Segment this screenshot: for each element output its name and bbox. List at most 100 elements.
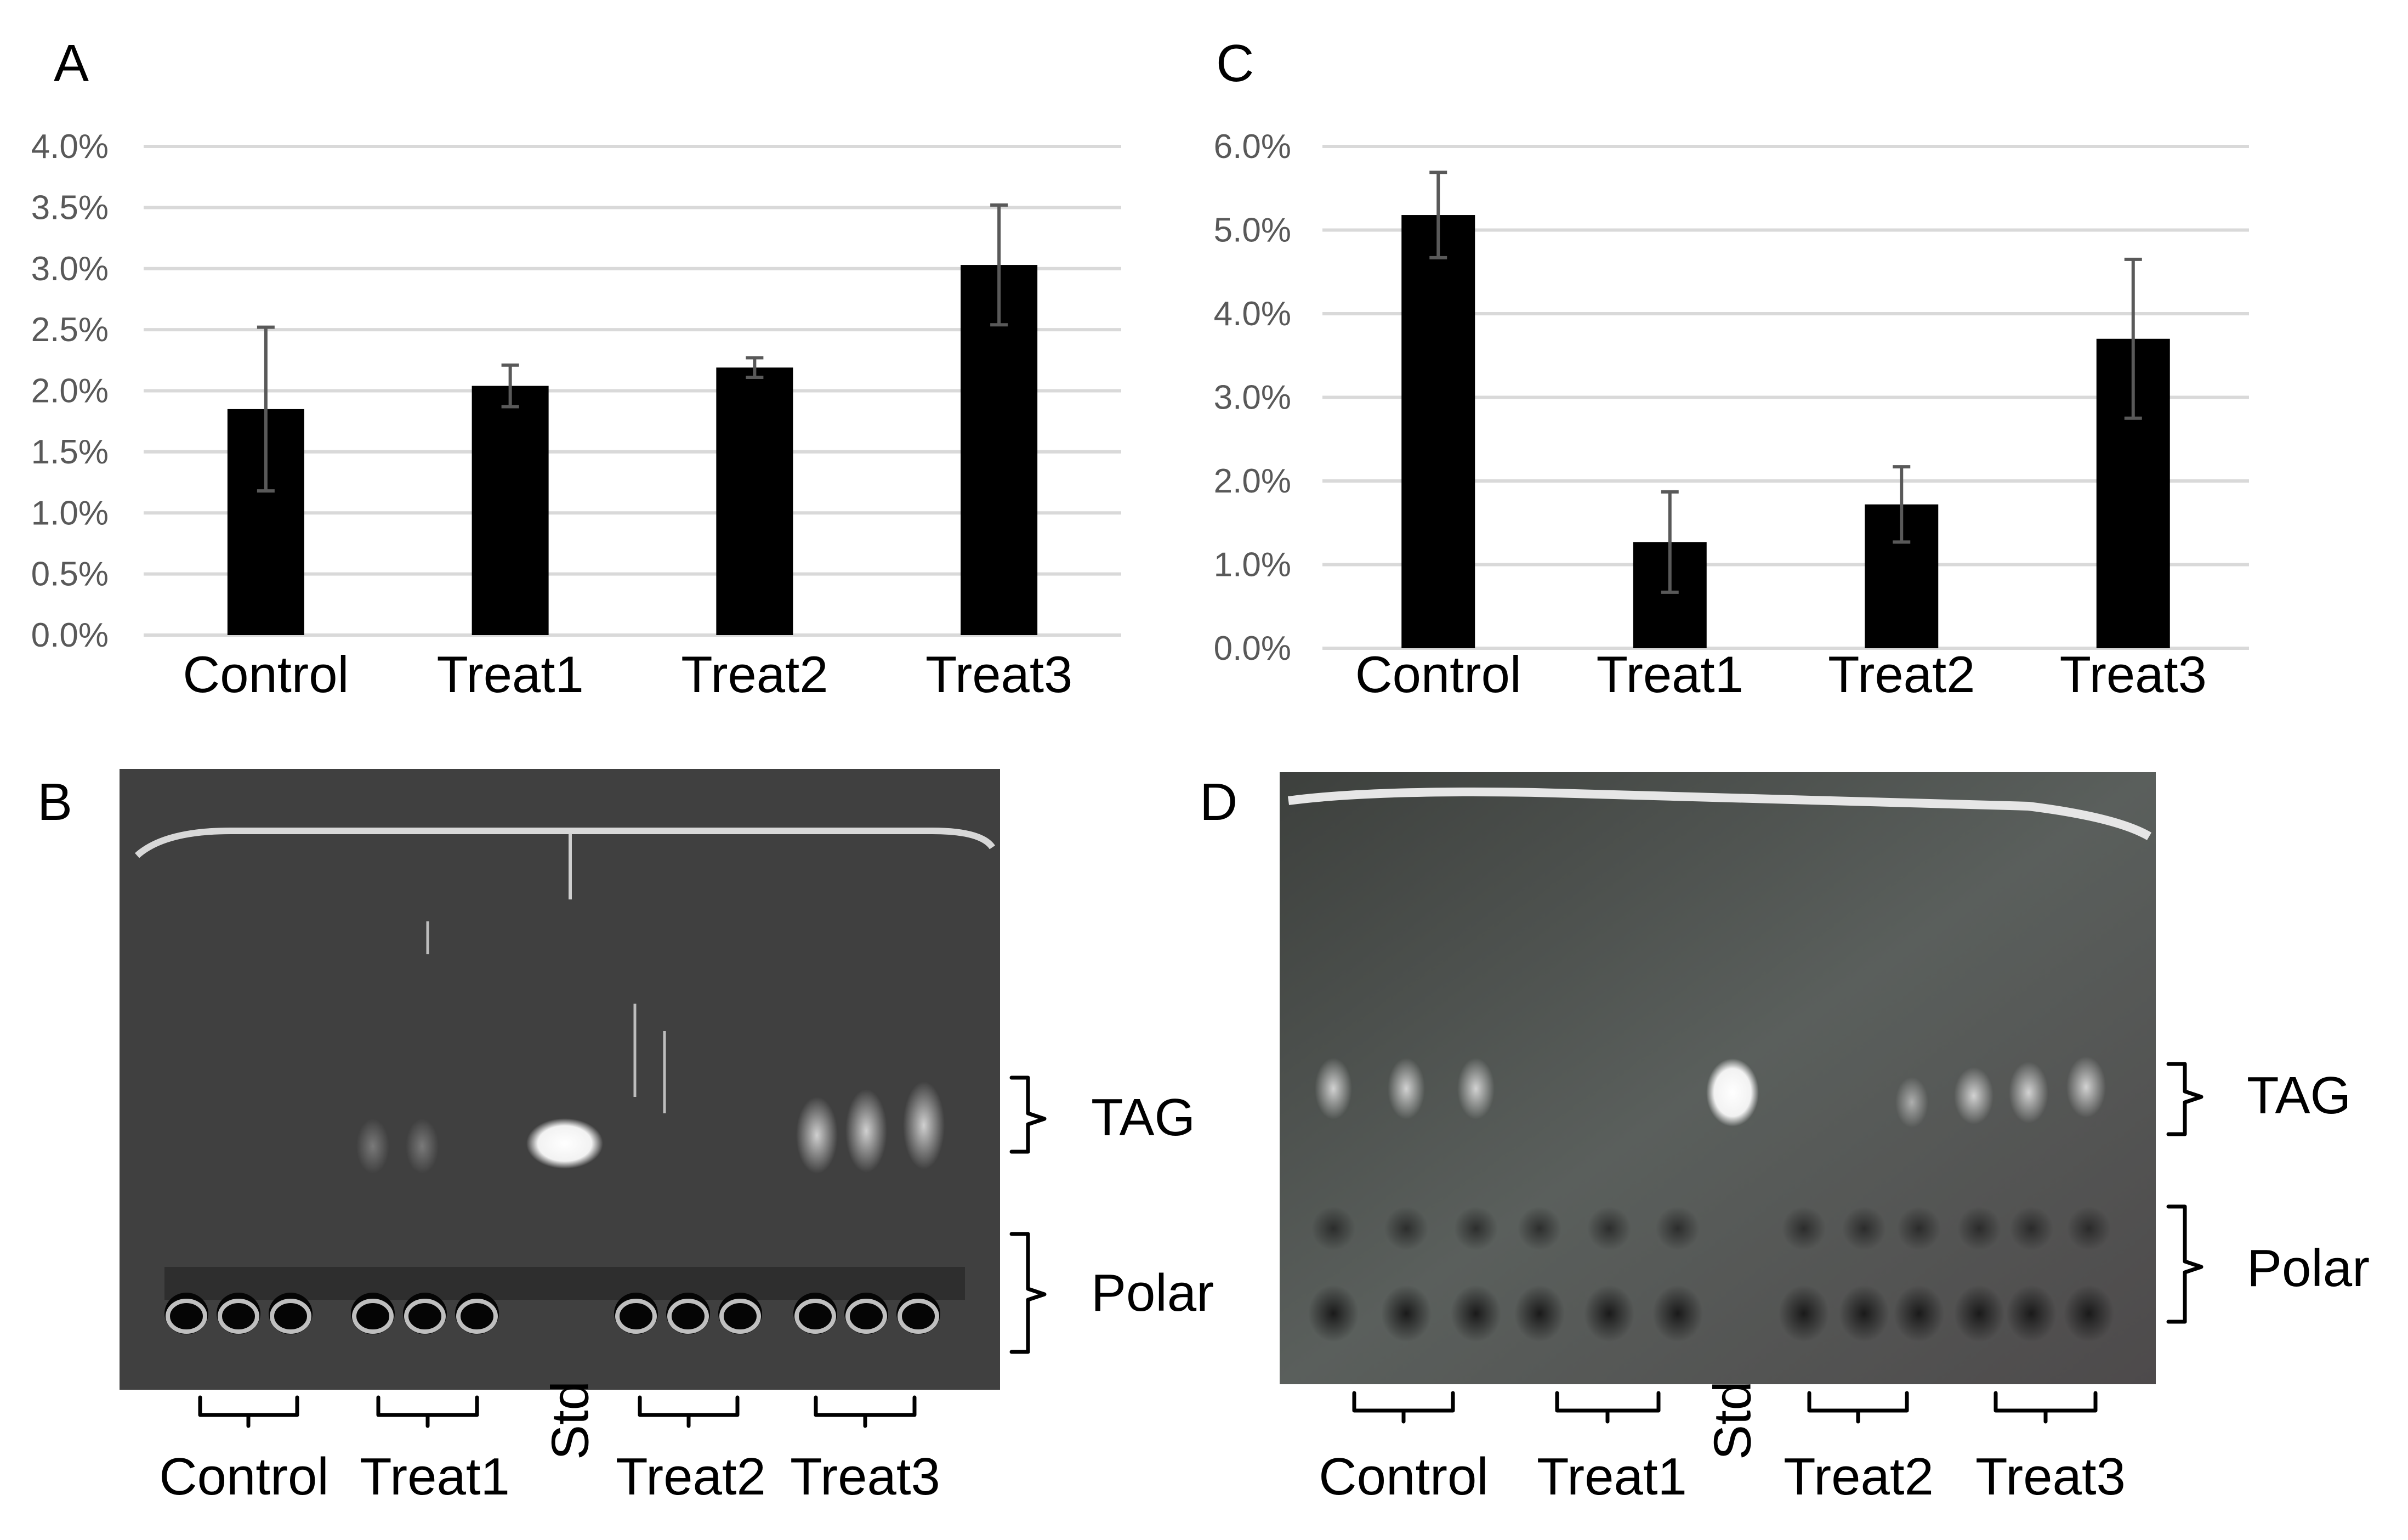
- y-tick-label: 6.0%: [1214, 128, 1291, 166]
- y-tick-label: 5.0%: [1214, 212, 1291, 250]
- origin-spot-ring: [218, 1299, 259, 1334]
- origin-spot: [1652, 1285, 1703, 1342]
- panel-label-c: C: [1216, 34, 1254, 93]
- plate-d-tag-spot: [2066, 1056, 2106, 1118]
- y-tick-label: 3.0%: [1214, 379, 1291, 417]
- y-tick-label: 1.0%: [31, 494, 109, 532]
- error-bar-control: [1429, 171, 1447, 259]
- plate-b-lane-label-treat2: Treat2: [616, 1447, 766, 1506]
- x-category-label: Treat2: [1828, 646, 1975, 703]
- y-tick-label: 3.5%: [31, 189, 109, 227]
- y-tick-label: 2.5%: [31, 311, 109, 349]
- plate-d-tag-spot: [1457, 1058, 1495, 1119]
- plate-d-tag-spot: [1315, 1058, 1352, 1119]
- error-bar-control: [257, 325, 275, 493]
- origin-spot-ring: [166, 1299, 207, 1334]
- x-category-label: Control: [183, 646, 349, 703]
- x-category-label: Control: [1355, 646, 1521, 703]
- error-bar-treat1: [501, 363, 519, 409]
- y-tick-label: 0.0%: [1214, 630, 1291, 667]
- polar-spot: [1842, 1207, 1886, 1250]
- origin-spot-ring: [270, 1299, 311, 1334]
- bar-chart-a: 0.0% 0.5% 1.0% 1.5% 2.0% 2.5% 3.0% 3.5% 4.0% Cont…: [31, 128, 1121, 703]
- origin-spot: [1381, 1285, 1432, 1342]
- plate-b-haze: [120, 769, 1000, 1390]
- plate-b-treat1-bracket: [376, 1395, 479, 1428]
- x-category-label: Treat3: [925, 646, 1072, 703]
- origin-spot-ring: [404, 1299, 446, 1334]
- plate-d-lane-label-treat2: Treat2: [1784, 1447, 1934, 1506]
- x-category-label: Treat3: [2060, 646, 2207, 703]
- plate-b-tag-spot: [796, 1097, 838, 1174]
- origin-spot: [1839, 1285, 1889, 1342]
- y-tick-label: 3.0%: [31, 250, 109, 288]
- plate-d-treat2-bracket: [1807, 1391, 1909, 1424]
- y-tick-label: 1.5%: [31, 433, 109, 471]
- plate-d-solvent-front: [1287, 788, 2152, 840]
- plate-b-tag-label: TAG: [1091, 1088, 1195, 1147]
- plate-d-treat3-bracket: [1994, 1391, 2098, 1424]
- bar-treat2: [716, 367, 793, 635]
- origin-spot-ring: [456, 1299, 498, 1334]
- origin-spot: [1894, 1285, 1944, 1342]
- polar-spot: [1957, 1207, 2001, 1250]
- y-tick-label: 4.0%: [31, 128, 109, 166]
- error-bar-treat3: [990, 203, 1008, 327]
- plate-b-polar-label: Polar: [1091, 1264, 1214, 1322]
- plate-b-lane-brackets: [198, 1395, 917, 1428]
- y-tick-label: 0.0%: [31, 616, 109, 654]
- plate-d-lane-label-std: Std: [1703, 1381, 1762, 1460]
- origin-spot-ring: [898, 1299, 939, 1334]
- plate-d-tag-label: TAG: [2247, 1066, 2351, 1125]
- error-bar-treat2: [1893, 465, 1911, 544]
- plate-d-polar-label: Polar: [2247, 1239, 2370, 1298]
- origin-spot-ring: [667, 1299, 709, 1334]
- bar-control: [1401, 215, 1475, 648]
- bar-treat3: [961, 265, 1038, 635]
- bar-treat1: [472, 386, 549, 635]
- origin-spot: [1954, 1285, 2004, 1342]
- origin-spot: [1451, 1285, 1501, 1342]
- polar-spot: [1656, 1207, 1700, 1250]
- polar-spot: [1454, 1207, 1498, 1250]
- plate-b-tag-spot: [406, 1119, 439, 1174]
- plate-d-tag-std-spot: [1706, 1058, 1759, 1126]
- plate-d-tag-spot: [1388, 1058, 1425, 1119]
- tlc-plate-d: [1280, 772, 2156, 1384]
- panel-label-d: D: [1200, 773, 1237, 831]
- plate-d-polar-brace: [2166, 1204, 2203, 1324]
- panel-label-b: B: [37, 773, 72, 831]
- polar-spot: [1518, 1207, 1561, 1250]
- error-bar-treat2: [746, 356, 764, 379]
- plate-d-treat1-bracket: [1555, 1391, 1661, 1424]
- plate-b-tag-brace: [1009, 1075, 1047, 1154]
- plate-b-lane-label-treat1: Treat1: [360, 1447, 510, 1506]
- origin-spot: [2006, 1285, 2057, 1342]
- plate-b-tag-spot: [845, 1089, 887, 1173]
- x-category-label: Treat1: [437, 646, 584, 703]
- y-tick-label: 1.0%: [1214, 546, 1291, 584]
- polar-spot: [1311, 1207, 1355, 1250]
- plate-d-control-bracket: [1352, 1391, 1455, 1424]
- polar-spot: [1384, 1207, 1428, 1250]
- x-category-label: Treat2: [681, 646, 828, 703]
- polar-spot: [2067, 1207, 2111, 1250]
- plate-b-tag-std-spot: [526, 1118, 603, 1169]
- plate-b-lane-label-control: Control: [159, 1447, 328, 1506]
- y-tick-label: 4.0%: [1214, 295, 1291, 333]
- polar-spot: [2009, 1207, 2053, 1250]
- y-tick-label: 2.0%: [31, 372, 109, 410]
- plate-d-lane-label-treat1: Treat1: [1537, 1447, 1687, 1506]
- y-tick-label: 2.0%: [1214, 462, 1291, 500]
- plate-d-tag-spot: [1895, 1077, 1928, 1128]
- plate-b-treat3-bracket: [814, 1395, 917, 1428]
- plate-d-tag-spot: [2009, 1062, 2048, 1123]
- plate-b-solvent-front: [134, 828, 995, 858]
- y-tick-label: 0.5%: [31, 556, 109, 593]
- plate-d-origin-spots: [1308, 1207, 2114, 1342]
- origin-spot: [1584, 1285, 1634, 1342]
- polar-spot: [1782, 1207, 1826, 1250]
- bar-chart-c: 0.0% 1.0% 2.0% 3.0% 4.0% 5.0% 6.0% Control Treat…: [1214, 128, 2249, 703]
- plate-d-tag-spot: [1954, 1067, 1994, 1124]
